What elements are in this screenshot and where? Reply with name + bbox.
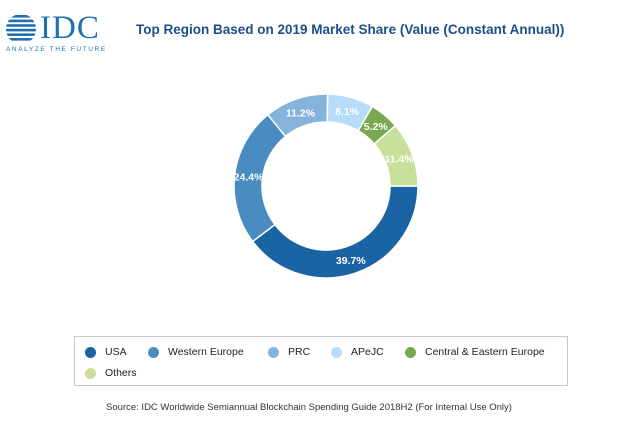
legend-label-others: Others (105, 367, 137, 379)
legend-item-apejc: APeJC (331, 346, 384, 358)
source-note: Source: IDC Worldwide Semiannual Blockch… (106, 402, 512, 413)
legend-swatch-others (85, 367, 96, 379)
legend-swatch-central-eastern-europe (405, 346, 416, 358)
chart-title: Top Region Based on 2019 Market Share (V… (136, 22, 565, 37)
slice-label-usa: 39.7% (336, 255, 366, 267)
legend-label-apejc: APeJC (351, 346, 384, 358)
slice-label-apejc: 8.1% (335, 106, 360, 118)
legend-swatch-prc (268, 346, 279, 358)
legend-label-usa: USA (105, 346, 127, 358)
legend-swatch-apejc (331, 346, 342, 358)
slice-label-prc: 11.2% (286, 107, 316, 119)
idc-logo: IDC ANALYZE THE FUTURE (4, 8, 126, 54)
donut-chart: 39.7% 24.4% 11.2% 8.1% 5.2% 11.4% (233, 93, 419, 279)
legend-item-prc: PRC (268, 346, 310, 358)
slice-label-western-europe: 24.4% (234, 172, 264, 184)
legend-swatch-usa (85, 346, 96, 358)
legend-label-central-eastern-europe: Central & Eastern Europe (425, 346, 545, 358)
legend-item-others: Others (85, 367, 137, 379)
legend-label-prc: PRC (288, 346, 311, 358)
legend-label-western-europe: Western Europe (168, 346, 244, 358)
slice-others (373, 124, 419, 187)
slice-label-others: 11.4% (384, 154, 414, 166)
slice-usa (251, 185, 419, 279)
logo-tagline: ANALYZE THE FUTURE (6, 46, 107, 53)
legend-item-western-europe: Western Europe (148, 346, 244, 358)
legend-item-central-eastern-europe: Central & Eastern Europe (405, 346, 545, 358)
logo-text: IDC (40, 10, 100, 46)
slice-label-central-eastern-europe: 5.2% (364, 121, 389, 133)
globe-icon (6, 15, 36, 41)
legend-swatch-western-europe (148, 346, 159, 358)
chart-legend: USA Western Europe PRC APeJC Central & E… (74, 336, 568, 386)
legend-item-usa: USA (85, 346, 127, 358)
